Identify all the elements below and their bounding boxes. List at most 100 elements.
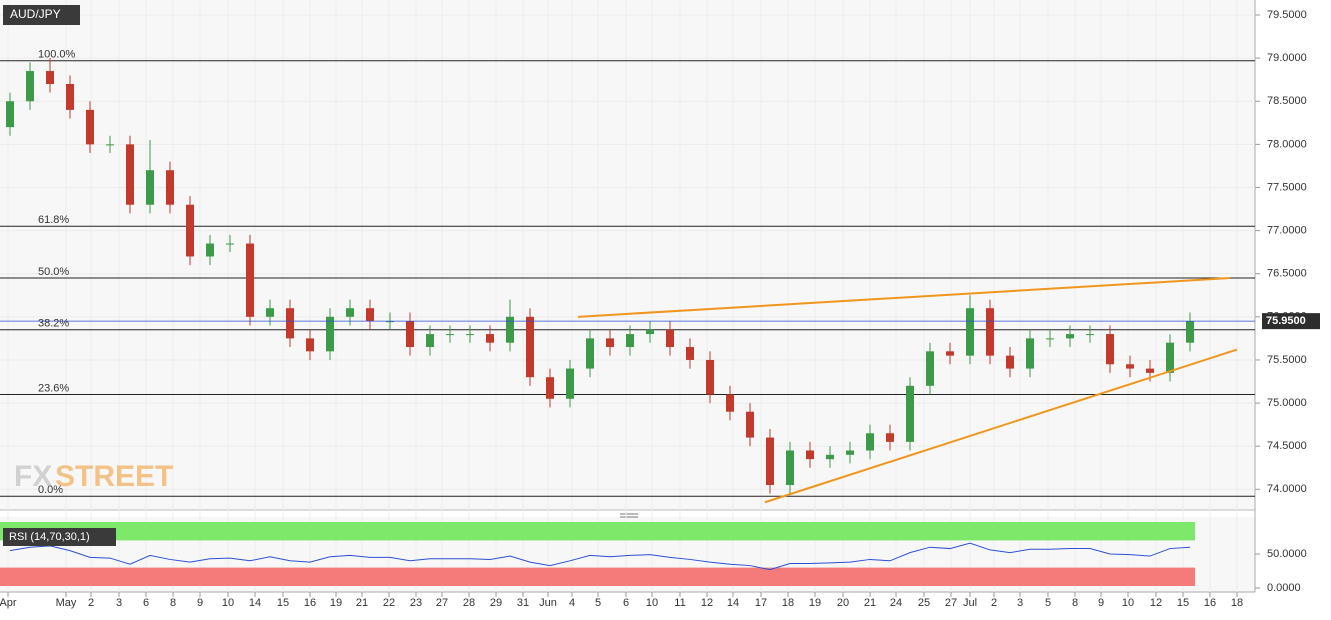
x-tick-label: Jun <box>539 597 557 609</box>
y-tick-label: 77.5000 <box>1267 181 1307 193</box>
title-box <box>3 5 80 25</box>
candle-body <box>686 347 694 360</box>
candle-body <box>106 144 114 146</box>
candle-body <box>1126 364 1134 369</box>
candle-body <box>906 385 914 442</box>
x-tick-label: 11 <box>674 597 685 609</box>
x-tick-label: 9 <box>197 597 203 609</box>
rsi-title-box <box>3 528 116 546</box>
x-tick-label: 5 <box>595 597 601 609</box>
candle-body <box>386 321 394 323</box>
candle-body <box>426 334 434 348</box>
candle-body <box>1146 368 1154 373</box>
candle-body <box>406 321 414 348</box>
x-tick-label: 18 <box>782 597 794 609</box>
candle-body <box>1006 355 1014 369</box>
candle-body <box>226 243 234 245</box>
candle-body <box>1186 321 1194 343</box>
x-tick-label: 2 <box>88 597 94 609</box>
x-tick-label: 16 <box>1204 597 1216 609</box>
candle-body <box>1046 338 1054 340</box>
x-tick-label: 8 <box>1072 597 1078 609</box>
fib-label: 50.0% <box>38 266 69 278</box>
fib-label: 100.0% <box>38 49 76 61</box>
x-tick-label: 5 <box>1045 597 1051 609</box>
x-tick-label: May <box>56 597 77 609</box>
x-tick-label: 9 <box>1098 597 1104 609</box>
x-tick-label: 12 <box>1150 597 1162 609</box>
candle-body <box>146 170 154 205</box>
candle-body <box>1166 342 1174 373</box>
current-price-label: 75.9500 <box>1266 315 1306 327</box>
x-tick-label: 14 <box>727 597 739 609</box>
candle-body <box>546 377 554 399</box>
candle-body <box>66 83 74 110</box>
candle-body <box>566 368 574 399</box>
x-tick-label: 10 <box>646 597 658 609</box>
y-tick-label: 78.0000 <box>1267 138 1307 150</box>
fib-label: 0.0% <box>38 484 63 496</box>
x-tick-label: 2 <box>991 597 997 609</box>
fib-label: 61.8% <box>38 214 69 226</box>
candle-body <box>786 450 794 485</box>
x-tick-label: 20 <box>837 597 849 609</box>
candle-body <box>866 433 874 451</box>
x-tick-label: 15 <box>1177 597 1189 609</box>
candle-body <box>306 338 314 352</box>
y-tick-label: 74.0000 <box>1267 483 1307 495</box>
candle-body <box>366 308 374 322</box>
candle-body <box>626 334 634 348</box>
candle-body <box>346 308 354 317</box>
candle-body <box>486 334 494 343</box>
candle-body <box>46 71 54 84</box>
candle-body <box>446 334 454 336</box>
candle-body <box>6 101 14 128</box>
candle-body <box>986 308 994 356</box>
x-tick-label: 15 <box>277 597 289 609</box>
rsi-title: RSI (14,70,30,1) <box>9 531 90 543</box>
candle-body <box>1106 334 1114 365</box>
x-tick-label: 22 <box>383 597 395 609</box>
x-tick-label: 10 <box>1122 597 1134 609</box>
y-tick-label: 75.0000 <box>1267 397 1307 409</box>
x-tick-label: 3 <box>1017 597 1023 609</box>
y-tick-label: 75.5000 <box>1267 354 1307 366</box>
y-tick-label: 79.0000 <box>1267 52 1307 64</box>
fib-label: 38.2% <box>38 318 69 330</box>
y-tick-label: 74.5000 <box>1267 440 1307 452</box>
chart-title: AUD/JPY <box>10 7 61 21</box>
candle-body <box>586 338 594 369</box>
candle-body <box>966 308 974 356</box>
rsi-y-tick-label: 0.0000 <box>1267 582 1301 594</box>
watermark-right: STREET <box>55 460 173 493</box>
candle-body <box>846 450 854 455</box>
candle-body <box>506 316 514 343</box>
x-tick-label: 14 <box>249 597 261 609</box>
x-tick-label: 27 <box>436 597 448 609</box>
x-tick-label: 4 <box>569 597 575 609</box>
x-tick-label: 16 <box>304 597 316 609</box>
x-tick-label: 19 <box>330 597 342 609</box>
rsi-oversold-zone <box>0 567 1195 586</box>
y-tick-label: 77.0000 <box>1267 225 1307 237</box>
x-tick-label: 6 <box>623 597 629 609</box>
candle-body <box>886 433 894 442</box>
candle-body <box>646 329 654 335</box>
candle-body <box>246 243 254 317</box>
candle-body <box>206 243 214 257</box>
candle-body <box>166 170 174 205</box>
candle-body <box>666 329 674 348</box>
candle-body <box>806 450 814 460</box>
x-tick-label: Apr <box>0 597 17 609</box>
trendline <box>764 348 1238 504</box>
x-tick-label: 27 <box>945 597 957 609</box>
x-tick-label: 17 <box>755 597 767 609</box>
candle-body <box>1086 334 1094 336</box>
x-tick-label: 28 <box>463 597 475 609</box>
current-price-box <box>1262 313 1320 330</box>
candle-body <box>926 351 934 386</box>
x-tick-label: 3 <box>116 597 122 609</box>
candle-body <box>826 454 834 460</box>
candle-body <box>946 351 954 356</box>
